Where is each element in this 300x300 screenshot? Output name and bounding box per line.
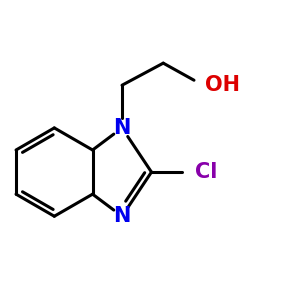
Text: N: N	[113, 118, 131, 138]
Text: Cl: Cl	[195, 162, 218, 182]
Text: OH: OH	[206, 75, 240, 95]
Text: N: N	[113, 206, 131, 226]
